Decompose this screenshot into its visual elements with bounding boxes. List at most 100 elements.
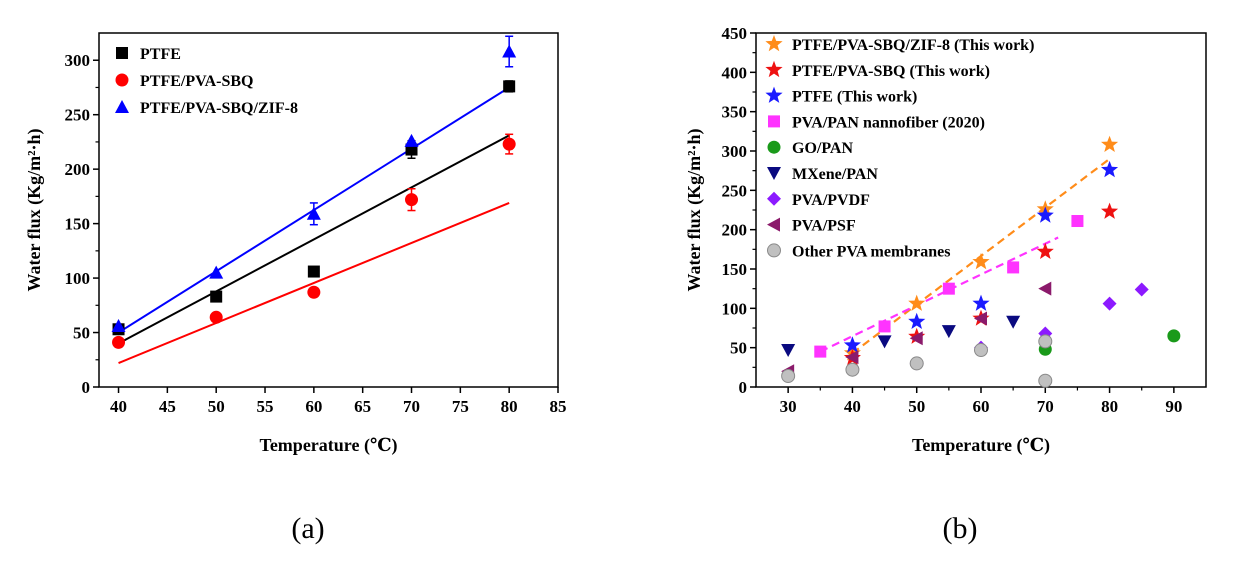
data-point xyxy=(972,252,990,270)
y-tick-label: 250 xyxy=(722,181,748,200)
y-tick-label: 350 xyxy=(722,103,748,122)
y-tick-label: 50 xyxy=(730,339,747,358)
data-point xyxy=(404,133,419,147)
legend-marker xyxy=(765,86,783,103)
y-tick-label: 150 xyxy=(722,260,748,279)
data-point xyxy=(112,335,126,349)
y-tick-label: 0 xyxy=(82,378,91,397)
y-tick-label: 0 xyxy=(739,378,748,397)
data-point xyxy=(1101,202,1119,219)
data-point xyxy=(307,265,320,278)
data-point xyxy=(1101,135,1119,152)
x-tick-label: 40 xyxy=(844,397,861,416)
y-tick-label: 100 xyxy=(722,299,748,318)
plot-frame xyxy=(98,32,559,388)
y-tick-label: 50 xyxy=(73,324,90,343)
y-tick-label: 300 xyxy=(65,51,91,70)
data-point xyxy=(974,343,988,358)
data-point xyxy=(974,311,987,326)
legend-label: PTFE (This work) xyxy=(792,89,917,106)
data-point xyxy=(908,312,926,329)
data-point xyxy=(1006,315,1021,329)
fit-line xyxy=(118,134,510,345)
legend-marker xyxy=(765,35,783,52)
legend-marker xyxy=(115,100,129,113)
data-point xyxy=(941,325,956,339)
data-point xyxy=(942,282,955,295)
data-point xyxy=(209,265,224,279)
x-axis-title: Temperature (℃) xyxy=(259,435,397,456)
x-tick-label: 80 xyxy=(501,397,518,416)
y-tick-label: 400 xyxy=(722,63,748,82)
data-point xyxy=(877,335,892,349)
x-tick-label: 30 xyxy=(780,397,797,416)
legend-marker xyxy=(765,60,783,78)
legend-marker xyxy=(768,115,780,128)
x-tick-label: 80 xyxy=(1101,397,1118,416)
data-point xyxy=(1036,206,1054,223)
legend-marker xyxy=(767,191,781,206)
data-point xyxy=(845,350,859,365)
data-point xyxy=(307,285,321,299)
fit-line xyxy=(118,201,510,364)
x-tick-label: 85 xyxy=(550,397,567,416)
legend-label: MXene/PAN xyxy=(792,166,878,183)
x-tick-label: 60 xyxy=(305,397,322,416)
data-point xyxy=(502,137,516,151)
legend-label: Other PVA membranes xyxy=(792,243,951,260)
data-point xyxy=(1007,261,1020,274)
data-point xyxy=(405,193,419,207)
y-axis-title: Water flux (Kg/m²·h) xyxy=(684,128,705,291)
legend-marker xyxy=(767,140,781,154)
data-point xyxy=(503,80,516,93)
x-tick-label: 65 xyxy=(354,397,371,416)
data-point xyxy=(781,344,796,358)
data-point xyxy=(1071,215,1084,228)
legend-label: PTFE/PVA-SBQ/ZIF-8 (This work) xyxy=(792,37,1034,54)
y-tick-label: 450 xyxy=(722,24,748,43)
y-tick-label: 200 xyxy=(65,160,91,179)
data-point xyxy=(1036,242,1054,259)
x-tick-label: 75 xyxy=(452,397,469,416)
legend-label: PTFE/PVA-SBQ xyxy=(140,73,254,90)
x-tick-label: 50 xyxy=(908,397,925,416)
legend-label: PVA/PVDF xyxy=(792,192,870,209)
data-point xyxy=(306,206,321,220)
legend-label: GO/PAN xyxy=(792,140,853,157)
y-tick-label: 100 xyxy=(65,269,91,288)
legend-marker xyxy=(116,47,128,59)
legend-label: PTFE xyxy=(140,46,181,63)
data-point xyxy=(814,345,827,358)
data-point xyxy=(209,310,223,324)
data-point xyxy=(1101,160,1119,178)
data-point xyxy=(210,290,223,303)
legend-marker xyxy=(767,243,781,258)
y-axis-title: Water flux (Kg/m²·h) xyxy=(24,128,45,291)
data-point xyxy=(909,356,924,371)
panel-b-label: (b) xyxy=(943,512,978,545)
x-tick-label: 70 xyxy=(1037,397,1054,416)
legend-label: PTFE/PVA-SBQ (This work) xyxy=(792,63,990,80)
legend-marker xyxy=(767,217,780,232)
data-point xyxy=(1102,296,1117,311)
data-point xyxy=(502,44,517,58)
x-tick-label: 55 xyxy=(257,397,274,416)
x-tick-label: 70 xyxy=(403,397,420,416)
legend-marker xyxy=(767,167,781,180)
data-point xyxy=(781,368,796,383)
data-point xyxy=(909,331,923,346)
x-tick-label: 90 xyxy=(1165,397,1182,416)
data-point xyxy=(1038,373,1053,388)
data-point xyxy=(972,294,990,311)
data-point xyxy=(1134,282,1149,297)
trend-line xyxy=(819,236,1059,353)
x-tick-label: 50 xyxy=(208,397,225,416)
x-tick-label: 60 xyxy=(973,397,990,416)
panel-a: 40 45 50 55 60 65 70 75 80 85 0 50 100 150 200 250 300 Te… xyxy=(24,32,567,456)
y-tick-label: 300 xyxy=(722,142,748,161)
x-axis-title: Temperature (℃) xyxy=(912,435,1050,456)
data-point xyxy=(1038,334,1053,349)
panel-b: 30 40 50 60 70 80 90 0 50 100 150 200 250 300 350 400 45… xyxy=(684,24,1207,456)
x-tick-label: 45 xyxy=(159,397,176,416)
